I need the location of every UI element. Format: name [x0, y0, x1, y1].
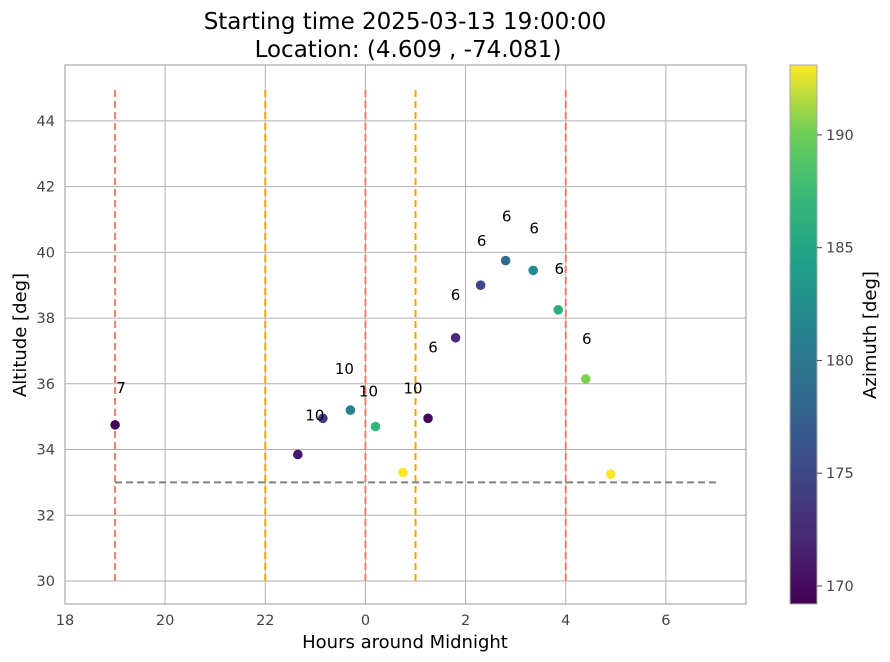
x-axis-ticks: 18 20 22 0 2 4 6 — [56, 613, 671, 629]
chart-title-line-2: Location: (4.609 , -74.081) — [255, 37, 562, 63]
data-point — [370, 421, 381, 432]
point-label: 10 — [359, 383, 378, 401]
data-point — [553, 305, 564, 315]
data-point — [345, 405, 356, 415]
data-point — [110, 420, 120, 430]
x-tick-label: 0 — [361, 613, 370, 629]
point-label: 7 — [116, 379, 126, 397]
point-label: 10 — [335, 360, 354, 378]
y-tick-label: 30 — [37, 574, 55, 590]
point-label: 6 — [554, 260, 564, 278]
x-tick-label: 22 — [256, 613, 274, 629]
colorbar-tick-label: 180 — [826, 353, 854, 369]
x-tick-label: 20 — [156, 613, 174, 629]
x-axis-label: Hours around Midnight — [302, 632, 508, 653]
chart-title-line-1: Starting time 2025-03-13 19:00:00 — [204, 9, 607, 35]
y-tick-label: 34 — [37, 443, 55, 459]
data-point — [450, 332, 461, 343]
point-label: 6 — [529, 219, 539, 237]
y-tick-label: 42 — [37, 180, 55, 196]
colorbar-tick-label: 170 — [826, 579, 854, 595]
data-point — [318, 413, 328, 424]
y-axis-ticks: 30 32 34 36 38 40 42 44 — [37, 114, 55, 590]
point-label: 6 — [502, 208, 512, 226]
colorbar-gradient — [789, 64, 818, 605]
point-label: 6 — [451, 286, 461, 304]
data-point — [475, 280, 486, 291]
data-point — [423, 413, 433, 424]
x-tick-label: 18 — [56, 613, 74, 629]
y-tick-label: 44 — [37, 114, 55, 130]
data-point — [293, 449, 303, 460]
plot-frame — [64, 64, 747, 605]
x-tick-label: 6 — [661, 613, 670, 629]
y-tick-label: 40 — [37, 245, 55, 261]
data-point — [500, 255, 511, 266]
x-tick-label: 2 — [461, 613, 470, 629]
point-label: 6 — [582, 330, 592, 348]
data-point — [580, 374, 591, 384]
colorbar-label: Azimuth [deg] — [860, 271, 881, 399]
colorbar-tick-label: 190 — [826, 128, 854, 144]
point-label: 10 — [403, 380, 422, 398]
colorbar: 170 175 180 185 190 Azimuth [deg] — [789, 64, 881, 605]
point-label: 6 — [477, 232, 487, 250]
data-point — [528, 265, 538, 276]
data-point — [398, 467, 408, 478]
data-points — [110, 255, 616, 479]
plot-background — [65, 65, 746, 604]
colorbar-ticks: 170 175 180 185 190 — [817, 128, 854, 595]
y-tick-label: 32 — [37, 508, 55, 524]
colorbar-tick-label: 185 — [826, 241, 854, 257]
colorbar-tick-label: 175 — [826, 466, 854, 482]
x-tick-label: 4 — [561, 613, 570, 629]
y-axis-label: Altitude [deg] — [10, 273, 31, 397]
point-label: 10 — [305, 406, 324, 424]
y-tick-label: 36 — [37, 377, 55, 393]
reference-lines — [114, 88, 716, 581]
data-point — [606, 469, 616, 479]
y-tick-label: 38 — [37, 311, 55, 327]
point-label: 6 — [428, 338, 438, 356]
